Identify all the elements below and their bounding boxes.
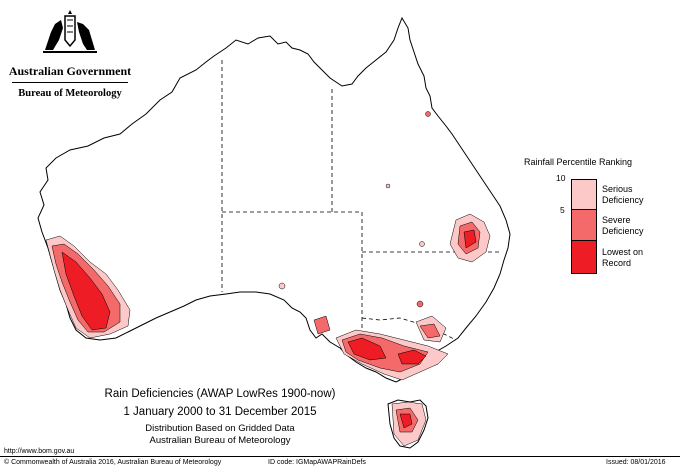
government-logo: Australian Government Bureau of Meteorol…	[8, 8, 132, 100]
bureau-name: Bureau of Meteorology	[18, 88, 122, 99]
logo-divider	[12, 82, 128, 83]
map-title: Rain Deficiencies (AWAP LowRes 1900-now)	[104, 388, 336, 400]
deficiency-patches	[278, 111, 431, 308]
legend-label-lowest: Lowest on Record	[602, 247, 644, 268]
legend-swatch-lowest	[571, 240, 597, 274]
mainland-outline	[37, 16, 511, 383]
legend-tick-5: 5	[560, 205, 565, 215]
legend-swatch-serious	[571, 179, 597, 210]
legend-title: Rainfall Percentile Ranking	[524, 157, 633, 167]
legend-label-serious: Serious Deficiency	[602, 184, 644, 205]
bom-url-link[interactable]: http://www.bom.gov.au	[4, 448, 75, 455]
state-boundaries	[221, 60, 502, 346]
map-source: Australian Bureau of Meteorology	[149, 435, 291, 446]
id-code-text: ID code: IGMapAWAPRainDefs	[268, 459, 366, 466]
government-name: Australian Government	[8, 64, 132, 78]
copyright-text: © Commonwealth of Australia 2016, Austra…	[4, 459, 222, 466]
map-period: 1 January 2000 to 31 December 2015	[123, 406, 317, 418]
legend-swatch-severe	[571, 209, 597, 241]
legend-tick-10: 10	[556, 173, 566, 183]
issued-date-text: Issued: 08/01/2016	[606, 459, 666, 466]
legend-label-severe: Severe Deficiency	[602, 215, 644, 236]
map-subtitle: Distribution Based on Gridded Data	[145, 423, 295, 434]
footer-divider	[0, 456, 680, 457]
coat-of-arms-icon	[43, 10, 97, 53]
deficiency-lowest	[61, 229, 477, 429]
